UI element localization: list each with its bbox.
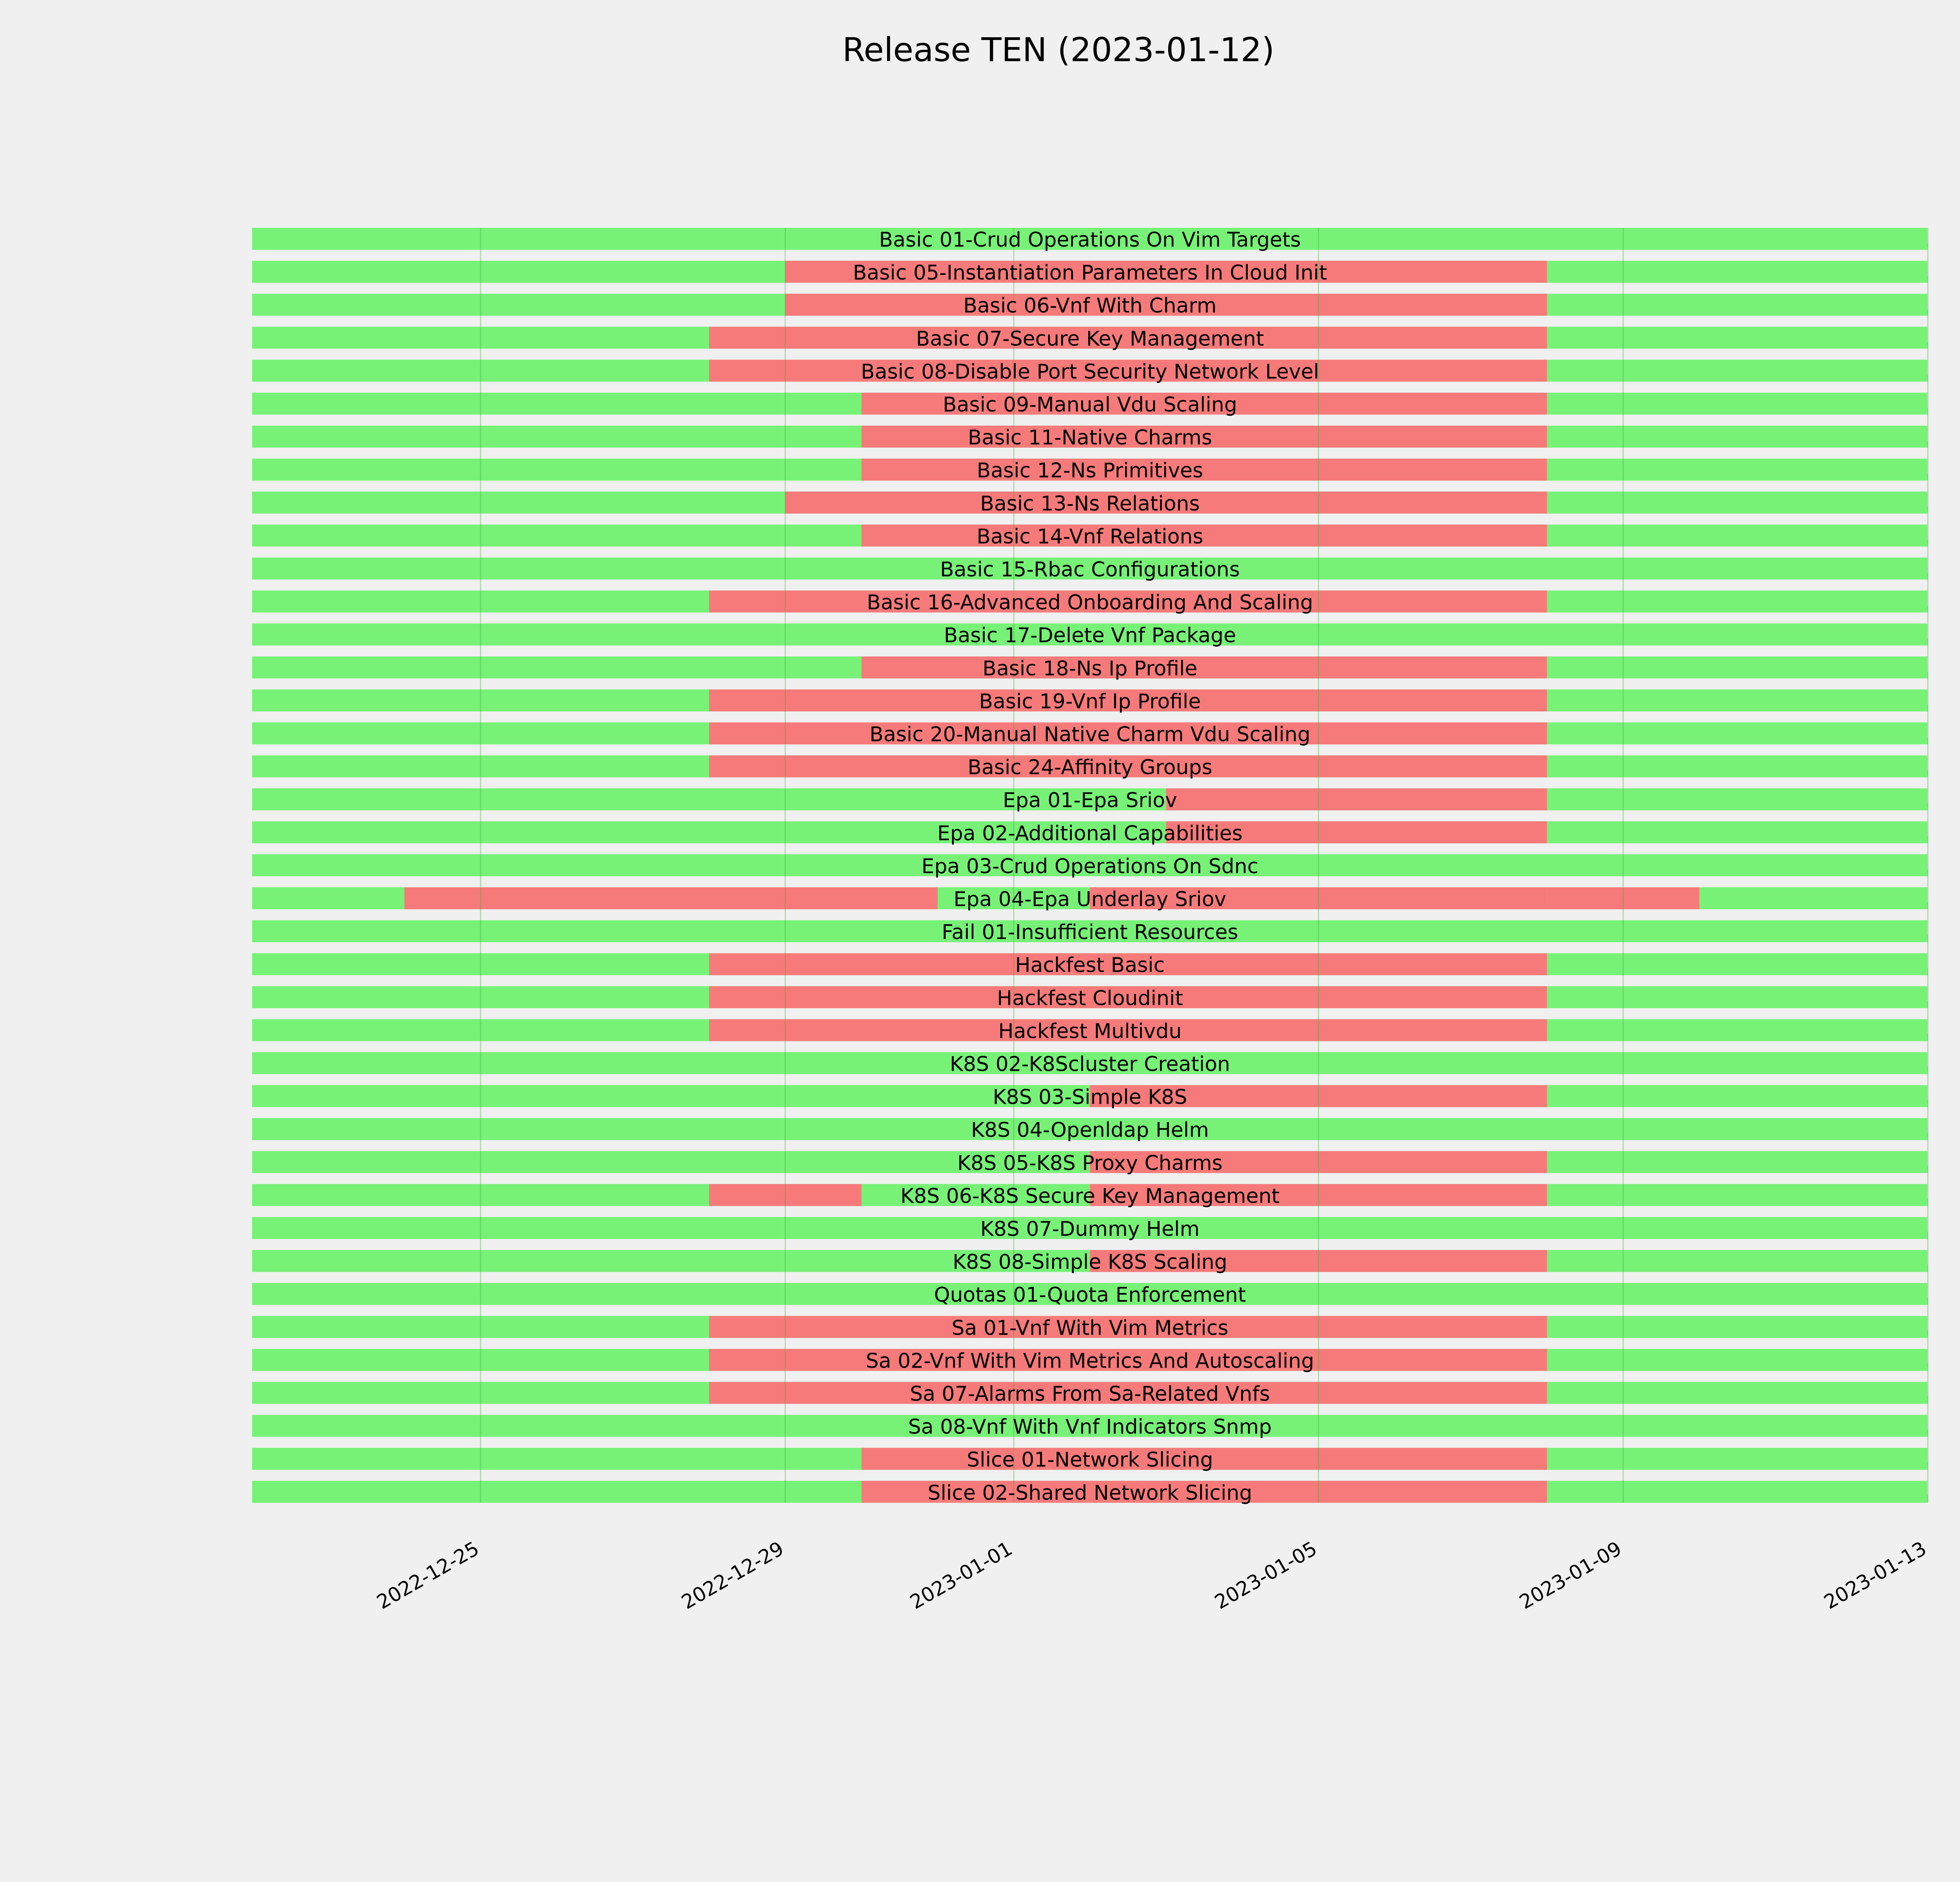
fail-segment: [709, 1316, 1547, 1338]
fail-segment: [709, 1184, 862, 1206]
row-label: Hackfest Basic: [1015, 954, 1165, 977]
row-label: Basic 17-Delete Vnf Package: [944, 624, 1236, 647]
fail-segment: [861, 1481, 1547, 1503]
row-label: K8S 03-Simple K8S: [993, 1086, 1187, 1109]
fail-segment: [1166, 953, 1547, 976]
pass-bar: [252, 228, 1928, 250]
fail-segment: [861, 689, 1547, 712]
row-label: Epa 01-Epa Sriov: [1003, 789, 1177, 812]
fail-segment: [861, 524, 1547, 547]
fail-segment: [709, 722, 1547, 745]
fail-segment: [1090, 1151, 1547, 1173]
row-label: K8S 02-K8Scluster Creation: [950, 1053, 1230, 1076]
row-label: Basic 15-Rbac Configurations: [940, 558, 1240, 581]
row-label: Slice 01-Network Slicing: [967, 1448, 1213, 1472]
row-label: Basic 01-Crud Operations On Vim Targets: [879, 228, 1301, 252]
pass-bar: [252, 558, 1928, 579]
fail-segment: [861, 1448, 1547, 1470]
row-label: Basic 13-Ns Relations: [980, 492, 1200, 516]
row-label: Basic 20-Manual Native Charm Vdu Scaling: [869, 723, 1310, 747]
x-tick-label: 2023-01-05: [1211, 1537, 1321, 1614]
row-label: Quotas 01-Quota Enforcement: [934, 1283, 1246, 1307]
row-label: Epa 02-Additional Capabilities: [937, 822, 1243, 845]
fail-segment: [1090, 887, 1547, 909]
row-label: Basic 24-Affinity Groups: [967, 756, 1212, 779]
pass-bar: [252, 1217, 1928, 1239]
fail-segment: [861, 425, 1547, 448]
fail-segment: [709, 327, 1547, 349]
row-label: Sa 01-Vnf With Vim Metrics: [951, 1316, 1228, 1340]
fail-segment: [709, 755, 862, 778]
fail-segment: [861, 458, 1547, 481]
fail-segment: [785, 491, 1547, 514]
fail-segment: [1166, 821, 1547, 843]
pass-bar: [252, 788, 1928, 810]
fail-segment: [1166, 788, 1547, 810]
row-label: K8S 08-Simple K8S Scaling: [953, 1250, 1227, 1274]
row-label: K8S 07-Dummy Helm: [980, 1217, 1200, 1241]
fail-segment: [1166, 261, 1547, 283]
row-label: Basic 05-Instantiation Parameters In Clo…: [853, 261, 1327, 285]
row-label: Basic 14-Vnf Relations: [976, 525, 1203, 549]
fail-segment: [785, 261, 1166, 283]
fail-segment: [785, 294, 1547, 316]
row-label: Basic 07-Secure Key Management: [916, 327, 1264, 351]
fail-segment: [861, 755, 1547, 778]
row-label: Sa 02-Vnf With Vim Metrics And Autoscali…: [866, 1349, 1314, 1373]
fail-segment: [709, 360, 1547, 382]
fail-segment: [709, 1382, 1547, 1404]
fail-segment: [709, 986, 1547, 1008]
fail-segment: [861, 953, 1166, 976]
row-label: Basic 18-Ns Ip Profile: [982, 657, 1197, 680]
row-label: Basic 16-Advanced Onboarding And Scaling: [867, 591, 1313, 614]
fail-segment: [709, 590, 1547, 613]
fail-segment: [709, 1019, 1547, 1041]
pass-bar: [252, 1283, 1928, 1305]
row-label: Epa 03-Crud Operations On Sdnc: [922, 855, 1259, 878]
fail-segment: [709, 953, 862, 976]
fail-segment: [1547, 887, 1700, 909]
fail-segment: [1090, 1085, 1547, 1107]
pass-bar: [252, 1052, 1928, 1074]
row-label: Basic 11-Native Charms: [968, 426, 1212, 450]
row-label: Hackfest Multivdu: [998, 1019, 1182, 1043]
row-label: Basic 19-Vnf Ip Profile: [979, 690, 1201, 713]
fail-segment: [861, 656, 1547, 679]
row-label: Slice 02-Shared Network Slicing: [927, 1481, 1252, 1505]
fail-segment: [709, 689, 862, 712]
row-label: Epa 04-Epa Underlay Sriov: [954, 888, 1227, 911]
pass-bar: [252, 1118, 1928, 1140]
fail-segment: [404, 887, 938, 909]
row-label: Basic 08-Disable Port Security Network L…: [861, 360, 1319, 383]
row-label: Basic 06-Vnf With Charm: [963, 294, 1216, 318]
fail-segment: [861, 392, 1547, 415]
chart-title: Release TEN (2023-01-12): [842, 31, 1275, 69]
row-label: Sa 08-Vnf With Vnf Indicators Snmp: [908, 1415, 1272, 1439]
x-tick-label: 2022-12-25: [373, 1537, 483, 1614]
row-label: Basic 12-Ns Primitives: [977, 459, 1203, 483]
pass-bar: [252, 821, 1928, 843]
row-label: K8S 06-K8S Secure Key Management: [900, 1184, 1279, 1208]
pass-bar: [252, 854, 1928, 876]
x-tick-label: 2022-12-29: [678, 1537, 788, 1614]
x-tick-label: 2023-01-13: [1820, 1537, 1930, 1614]
row-label: Basic 09-Manual Vdu Scaling: [943, 393, 1237, 417]
pass-bar: [252, 623, 1928, 646]
row-label: Hackfest Cloudinit: [997, 986, 1183, 1010]
row-label: K8S 05-K8S Proxy Charms: [957, 1152, 1223, 1175]
x-tick-label: 2023-01-09: [1515, 1537, 1626, 1614]
pass-bar: [252, 920, 1928, 943]
fail-segment: [1090, 1250, 1547, 1272]
pass-bar: [252, 1415, 1928, 1437]
row-label: K8S 04-Openldap Helm: [971, 1119, 1209, 1142]
fail-segment: [709, 1349, 1547, 1371]
fail-segment: [1090, 1184, 1547, 1206]
x-tick-label: 2023-01-01: [906, 1537, 1016, 1614]
row-label: Sa 07-Alarms From Sa-Related Vnfs: [910, 1382, 1270, 1406]
row-label: Fail 01-Insufficient Resources: [942, 921, 1238, 944]
